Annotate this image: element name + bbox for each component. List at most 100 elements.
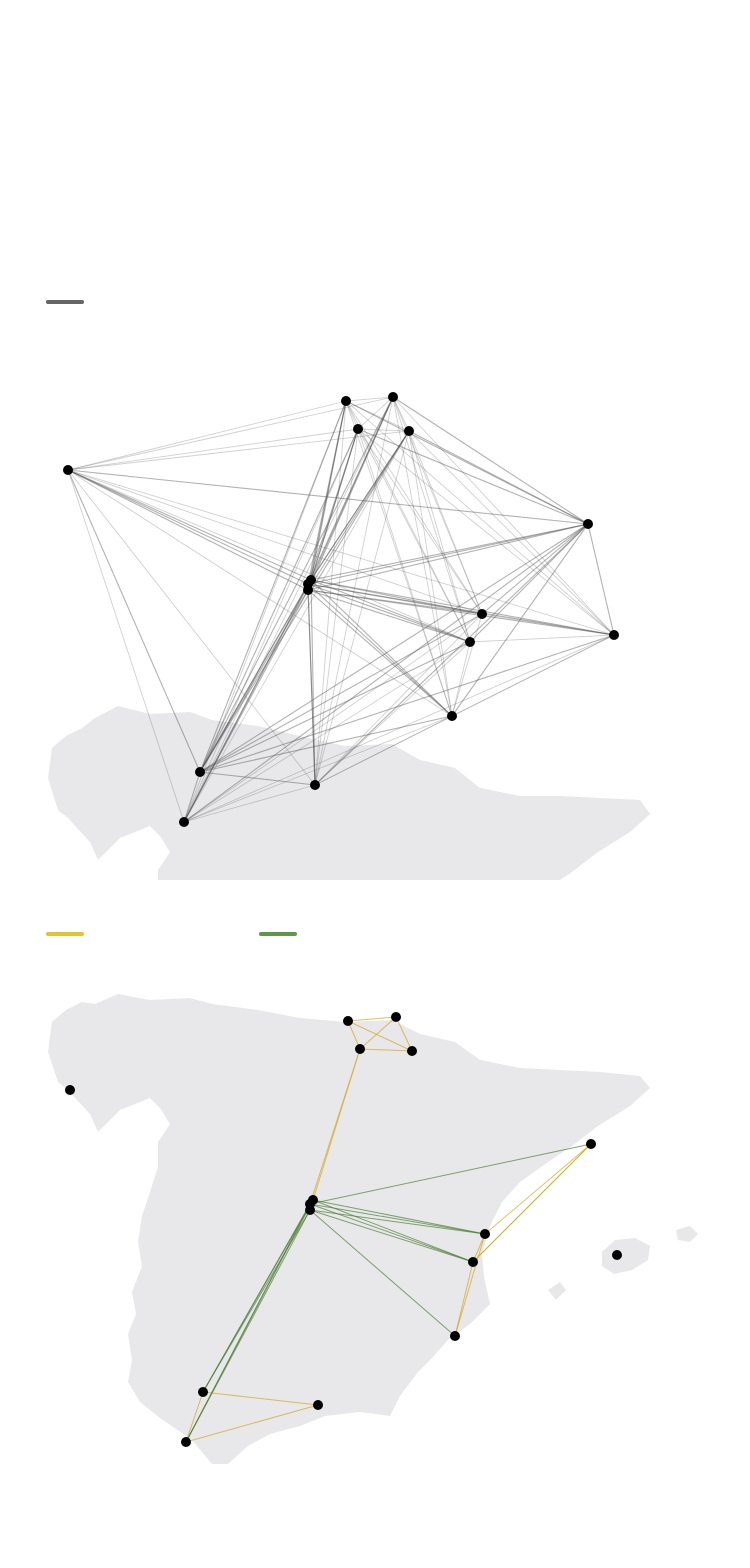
spain-landmass-2 xyxy=(48,994,698,1464)
route-line xyxy=(199,523,589,773)
route-line xyxy=(307,583,483,615)
route-line xyxy=(345,400,589,525)
route-line xyxy=(67,430,410,471)
route-line xyxy=(199,613,483,773)
route-line xyxy=(67,469,309,585)
route-line xyxy=(67,469,201,773)
city-marker xyxy=(305,1205,315,1215)
route-line xyxy=(183,583,309,823)
route-line xyxy=(67,469,483,615)
route-line xyxy=(310,523,589,581)
route-line xyxy=(310,579,615,636)
route-line xyxy=(392,396,453,717)
route-line xyxy=(314,430,410,786)
yellow-route-line xyxy=(347,1020,413,1052)
route-line xyxy=(67,469,185,823)
map-direct-routes xyxy=(48,994,698,1464)
route-line xyxy=(392,396,589,525)
city-marker xyxy=(391,1012,401,1022)
route-line xyxy=(307,430,410,591)
map-all-routes xyxy=(48,392,650,880)
route-line xyxy=(314,523,589,786)
city-marker xyxy=(353,424,363,434)
route-line xyxy=(67,469,615,636)
route-line xyxy=(199,771,316,786)
city-marker xyxy=(404,426,414,436)
route-line xyxy=(307,589,483,615)
route-line xyxy=(345,400,615,636)
route-line xyxy=(307,400,347,591)
route-line xyxy=(183,523,589,823)
route-line xyxy=(67,469,312,581)
route-line xyxy=(451,523,589,717)
route-line xyxy=(307,396,394,591)
yellow-route-line xyxy=(454,1261,474,1337)
route-line xyxy=(307,589,471,643)
legend-line-all-routes xyxy=(46,300,84,304)
route-line xyxy=(310,428,359,581)
ibiza-island-shape-2 xyxy=(548,1282,566,1300)
route-lines-all xyxy=(67,396,615,823)
yellow-route-line xyxy=(347,1016,397,1022)
route-line xyxy=(357,396,394,430)
route-line xyxy=(199,396,394,773)
route-line xyxy=(357,428,589,525)
route-line xyxy=(314,400,347,786)
route-line xyxy=(408,430,483,615)
route-line xyxy=(310,396,394,581)
route-line xyxy=(314,641,471,786)
green-route-line xyxy=(312,1199,474,1263)
city-markers-all xyxy=(63,392,619,827)
route-line xyxy=(481,523,589,615)
city-marker xyxy=(450,1331,460,1341)
route-line xyxy=(469,523,589,643)
city-marker xyxy=(480,1229,490,1239)
route-line xyxy=(314,613,483,786)
city-marker xyxy=(179,817,189,827)
route-line xyxy=(307,583,615,636)
route-line xyxy=(357,428,483,615)
city-markers-direct xyxy=(65,1012,622,1447)
route-line xyxy=(199,589,309,773)
legend-line-yellow-routes xyxy=(46,932,84,936)
green-route-line xyxy=(309,1209,456,1337)
route-line xyxy=(392,396,615,636)
route-line xyxy=(307,523,589,591)
route-line xyxy=(392,396,471,643)
route-line xyxy=(314,634,615,786)
route-lines-direct xyxy=(185,1016,592,1443)
route-line xyxy=(408,430,453,717)
city-marker xyxy=(586,1139,596,1149)
route-line xyxy=(314,428,359,786)
route-line xyxy=(307,523,589,585)
city-marker xyxy=(468,1257,478,1267)
city-marker xyxy=(181,1437,191,1447)
route-line xyxy=(67,469,589,525)
yellow-route-line xyxy=(359,1016,397,1050)
route-line xyxy=(199,641,471,773)
city-marker xyxy=(477,609,487,619)
route-line xyxy=(392,396,410,432)
yellow-route-line xyxy=(312,1048,361,1201)
route-line xyxy=(67,469,309,591)
route-line xyxy=(67,469,471,643)
city-marker xyxy=(583,519,593,529)
yellow-route-line xyxy=(185,1404,319,1443)
route-line xyxy=(310,579,483,615)
legend-line-green-routes xyxy=(259,932,297,936)
route-line xyxy=(183,589,309,823)
route-line xyxy=(314,715,453,786)
route-line xyxy=(183,396,394,823)
iberian-peninsula-shape xyxy=(48,706,650,880)
yellow-route-line xyxy=(484,1143,592,1235)
route-line xyxy=(183,784,316,823)
city-marker xyxy=(447,711,457,721)
route-line xyxy=(451,613,483,717)
route-line xyxy=(199,430,410,773)
route-line xyxy=(345,400,359,430)
city-marker xyxy=(407,1046,417,1056)
route-line xyxy=(183,428,359,823)
yellow-route-line xyxy=(472,1143,592,1263)
route-line xyxy=(345,400,471,643)
city-marker xyxy=(63,465,73,475)
